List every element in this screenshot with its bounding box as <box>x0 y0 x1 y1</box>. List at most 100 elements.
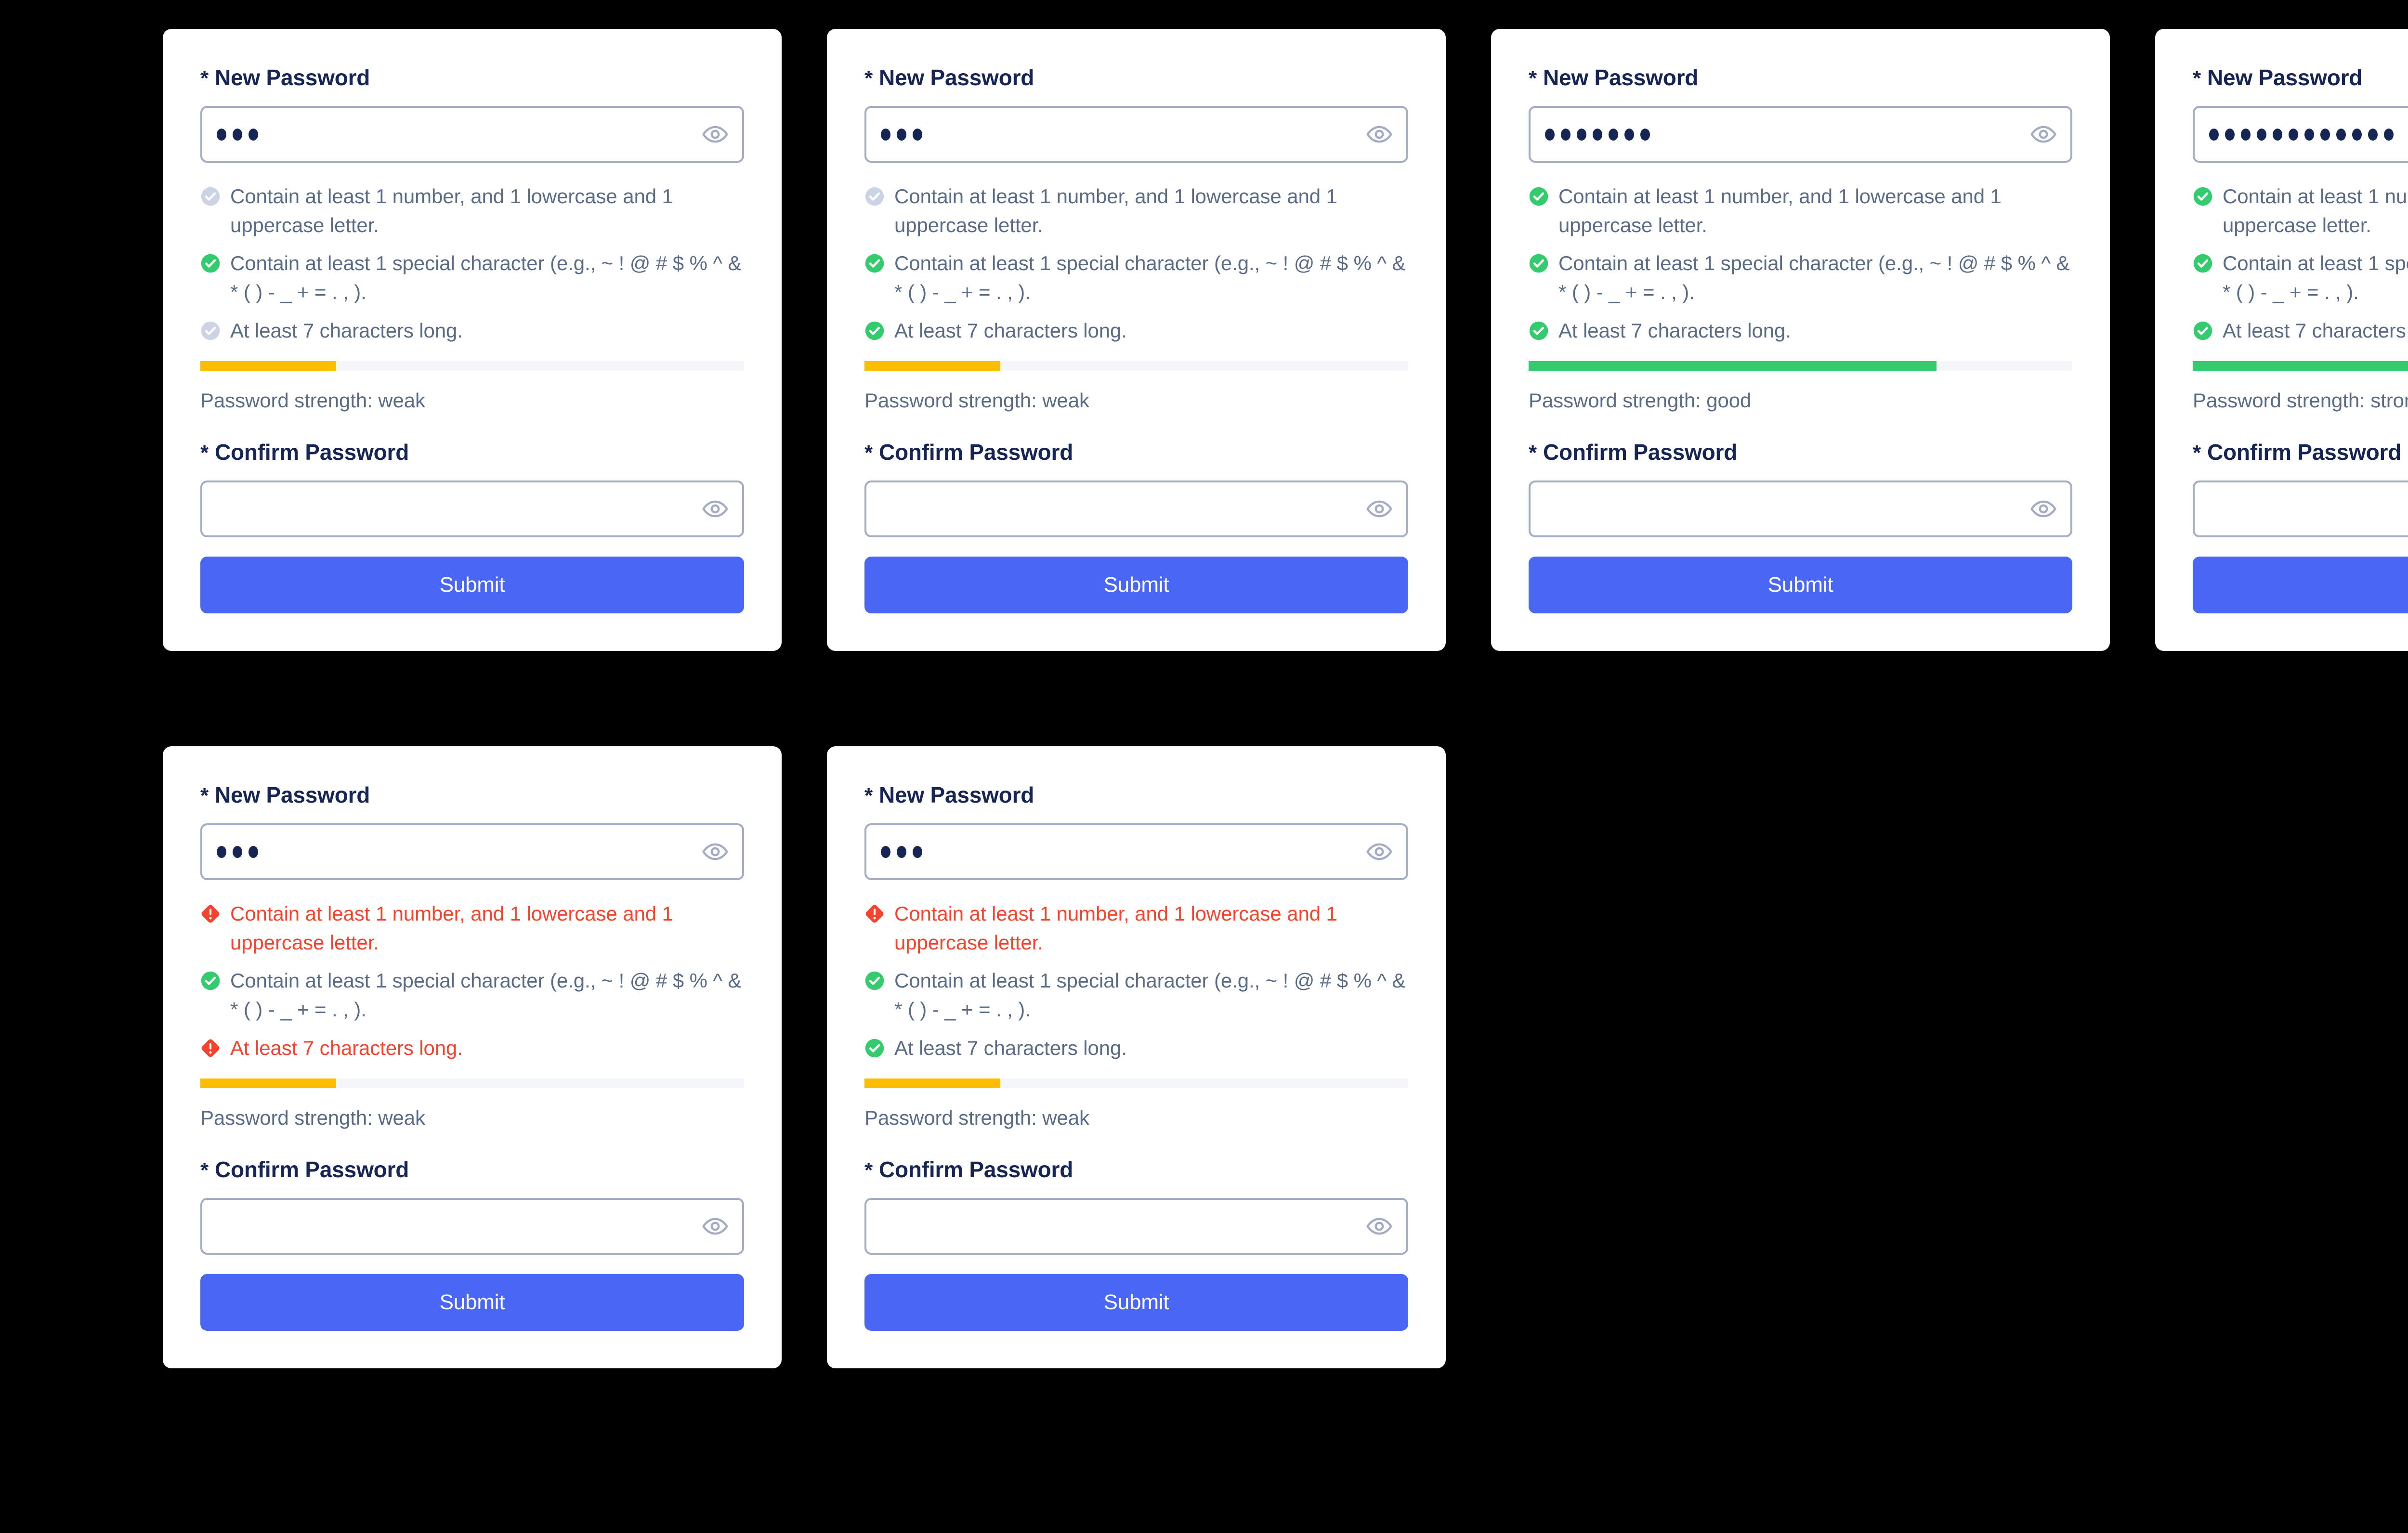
password-form-card: *New Password Contain at least 1 number, … <box>827 746 1446 1369</box>
password-dot <box>1577 128 1586 141</box>
confirm-password-input[interactable] <box>1529 481 2072 538</box>
required-marker: * <box>864 66 873 90</box>
password-dot <box>897 845 906 858</box>
requirement-label: At least 7 characters long. <box>894 319 1127 342</box>
requirement-label: At least 7 characters long. <box>230 1036 463 1059</box>
new-password-input[interactable] <box>200 106 744 163</box>
password-dot <box>1545 128 1555 141</box>
eye-icon[interactable] <box>2030 495 2057 522</box>
submit-button[interactable]: Submit <box>200 1274 744 1331</box>
submit-button[interactable]: Submit <box>2193 557 2408 614</box>
password-requirements-list: Contain at least 1 number, and 1 lowerca… <box>1529 182 2072 345</box>
password-dot <box>2384 128 2394 141</box>
new-password-label-text: New Password <box>214 782 370 808</box>
password-dot <box>1624 128 1634 141</box>
password-strength-bar <box>200 1078 744 1089</box>
confirm-password-label: * Confirm Password <box>2193 439 2408 465</box>
check-circle-filled-icon <box>2193 253 2213 273</box>
confirm-password-input[interactable] <box>864 481 1408 538</box>
eye-icon[interactable] <box>702 121 729 148</box>
new-password-label: * New Password <box>864 782 1408 808</box>
confirm-password-input[interactable] <box>2193 481 2408 538</box>
password-dot <box>249 128 258 141</box>
password-dot <box>1561 128 1570 141</box>
new-password-input[interactable] <box>864 106 1408 163</box>
password-strength-label: Password strength: weak <box>200 389 425 412</box>
required-marker: * <box>864 784 873 808</box>
confirm-password-block: * Confirm Password <box>864 1156 1408 1255</box>
new-password-masked-value <box>1545 128 1650 141</box>
password-dot <box>1593 128 1602 141</box>
password-strength-bar <box>864 1078 1408 1089</box>
requirement-item: Contain at least 1 number, and 1 lowerca… <box>200 182 744 239</box>
requirement-item: Contain at least 1 special character (e.… <box>1529 249 2072 306</box>
password-strength-bar <box>864 361 1408 371</box>
password-strength-label: Password strength: weak <box>864 1106 1089 1130</box>
confirm-password-label: * Confirm Password <box>864 1156 1408 1182</box>
check-circle-filled-icon <box>1529 186 1549 207</box>
password-strength-fill <box>2193 361 2408 371</box>
confirm-password-block: * Confirm Password <box>864 439 1408 538</box>
eye-icon[interactable] <box>702 1213 729 1240</box>
eye-icon[interactable] <box>1366 1213 1393 1240</box>
confirm-password-input[interactable] <box>200 481 744 538</box>
required-marker: * <box>200 1158 209 1182</box>
new-password-masked-value <box>217 128 258 141</box>
required-marker: * <box>1529 66 1537 90</box>
required-marker: * <box>200 784 209 808</box>
eye-icon[interactable] <box>702 495 729 522</box>
new-password-masked-value <box>217 845 258 858</box>
submit-button[interactable]: Submit <box>1529 557 2072 614</box>
check-circle-filled-icon <box>1529 253 1549 273</box>
eye-icon[interactable] <box>2030 121 2057 148</box>
submit-button[interactable]: Submit <box>200 557 744 614</box>
eye-icon[interactable] <box>1366 121 1393 148</box>
password-dot <box>2304 128 2314 141</box>
check-circle-muted-icon <box>200 186 221 207</box>
submit-button[interactable]: Submit <box>864 1274 1408 1331</box>
confirm-password-input[interactable] <box>864 1198 1408 1255</box>
requirement-item: Contain at least 1 number, and 1 lowerca… <box>1529 182 2072 239</box>
required-marker: * <box>864 441 873 465</box>
password-dot <box>2257 128 2266 141</box>
eye-icon[interactable] <box>702 838 729 865</box>
requirement-label: At least 7 characters long. <box>894 1036 1127 1059</box>
new-password-input[interactable] <box>1529 106 2072 163</box>
requirement-item: Contain at least 1 special character (e.… <box>864 966 1408 1024</box>
requirement-label: Contain at least 1 number, and 1 lowerca… <box>230 902 673 954</box>
requirement-label: Contain at least 1 special character (e.… <box>2223 252 2408 303</box>
requirement-item: Contain at least 1 number, and 1 lowerca… <box>2193 182 2408 239</box>
requirement-item: At least 7 characters long. <box>200 1034 744 1063</box>
eye-icon[interactable] <box>1366 838 1393 865</box>
password-dot <box>217 845 226 858</box>
new-password-input[interactable] <box>2193 106 2408 163</box>
requirement-label: Contain at least 1 special character (e.… <box>894 252 1406 303</box>
password-strength-bar <box>1529 361 2072 371</box>
confirm-password-input[interactable] <box>200 1198 744 1255</box>
new-password-label: * New Password <box>1529 65 2072 91</box>
password-strength-label: Password strength: weak <box>200 1106 425 1130</box>
requirement-label: Contain at least 1 number, and 1 lowerca… <box>1558 185 2002 236</box>
new-password-input[interactable] <box>864 823 1408 881</box>
requirement-item: Contain at least 1 number, and 1 lowerca… <box>200 899 744 957</box>
password-dot <box>913 845 922 858</box>
confirm-password-block: * Confirm Password <box>1529 439 2072 538</box>
new-password-input[interactable] <box>200 823 744 881</box>
submit-button[interactable]: Submit <box>864 557 1408 614</box>
eye-icon[interactable] <box>1366 495 1393 522</box>
check-circle-filled-icon <box>2193 321 2213 341</box>
password-dot <box>2352 128 2362 141</box>
error-diamond-icon <box>864 904 885 924</box>
password-requirements-list: Contain at least 1 number, and 1 lowerca… <box>200 182 744 345</box>
requirement-item: Contain at least 1 special character (e.… <box>200 966 744 1024</box>
requirement-item: Contain at least 1 number, and 1 lowerca… <box>864 899 1408 957</box>
requirement-label: Contain at least 1 number, and 1 lowerca… <box>894 902 1337 954</box>
new-password-label-text: New Password <box>1543 65 1699 90</box>
confirm-password-label-text: Confirm Password <box>214 440 409 465</box>
check-circle-filled-icon <box>2193 186 2213 207</box>
password-strength-bar <box>2193 361 2408 371</box>
check-circle-muted-icon <box>200 321 221 341</box>
required-marker: * <box>2193 66 2201 90</box>
